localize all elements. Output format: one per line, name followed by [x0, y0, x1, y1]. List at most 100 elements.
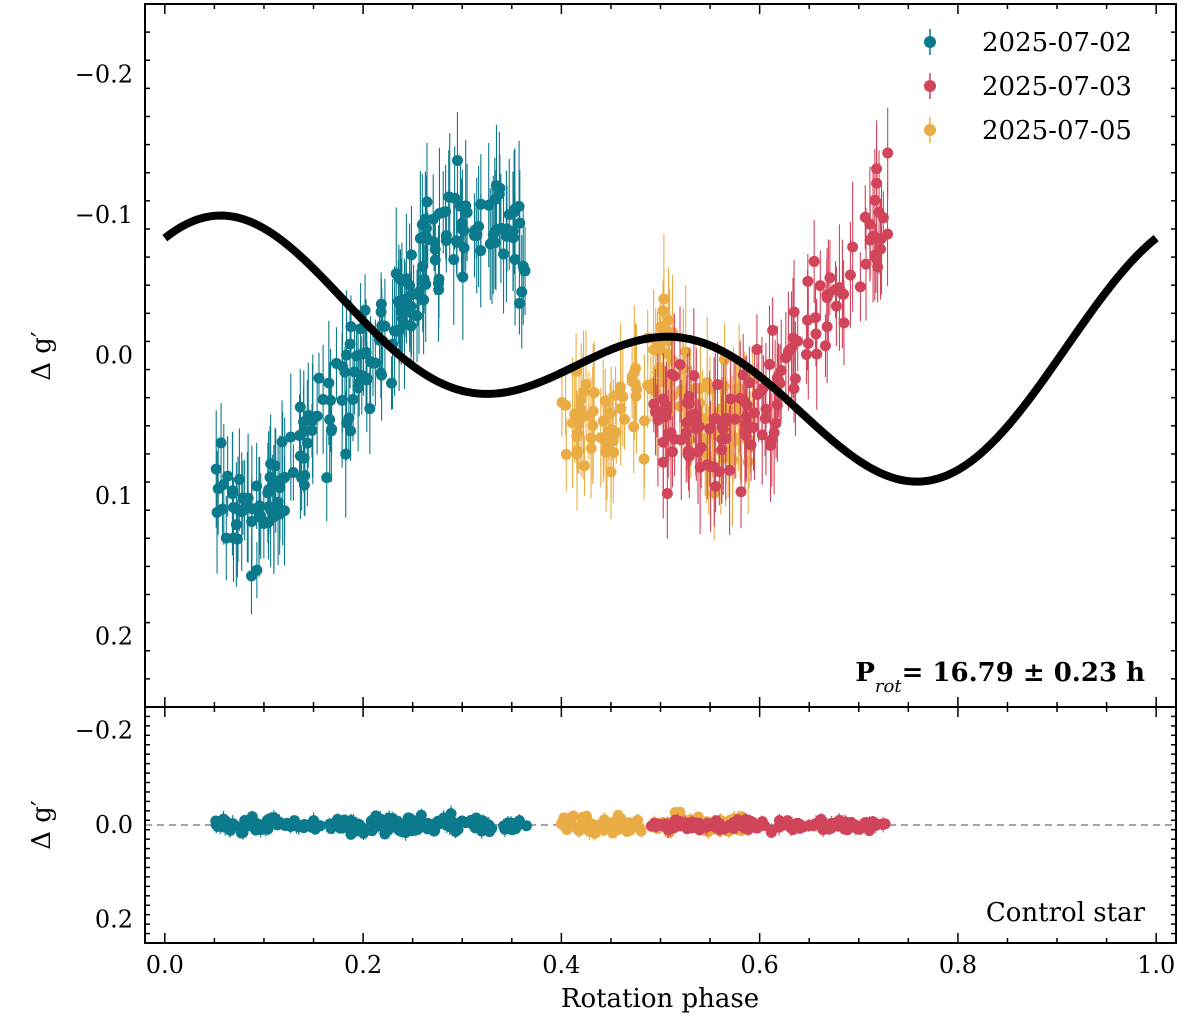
control-point-0-188: [229, 819, 241, 832]
data-point: [519, 265, 531, 277]
data-point: [765, 439, 777, 451]
data-point: [448, 253, 460, 265]
data-point: [662, 824, 674, 836]
data-point: [356, 369, 368, 381]
data-point: [502, 817, 514, 829]
top-point-1-83: [788, 259, 800, 364]
top-point-0-170: [343, 377, 355, 459]
top-point-1-132: [854, 252, 866, 322]
data-point: [737, 369, 749, 381]
data-point: [483, 199, 495, 211]
legend-marker-1: [924, 80, 936, 92]
legend-marker-2: [924, 124, 936, 136]
data-point: [661, 488, 673, 500]
data-point: [345, 321, 357, 333]
top-point-0-196: [351, 324, 363, 388]
data-point: [685, 820, 697, 832]
data-point: [227, 502, 239, 514]
data-point: [775, 364, 787, 376]
data-point: [380, 814, 392, 826]
control-point-0-190: [422, 817, 434, 829]
data-point: [516, 286, 528, 298]
top-point-0-31: [278, 455, 290, 566]
top-point-0-166: [237, 460, 249, 536]
top-point-1-86: [657, 406, 669, 519]
top-point-1-115: [717, 364, 729, 495]
data-point: [876, 232, 888, 244]
top-point-1-93: [712, 341, 724, 428]
top-point-0-202: [317, 344, 329, 455]
data-point: [445, 808, 457, 820]
data-point: [694, 461, 706, 473]
data-point: [695, 441, 707, 453]
top-point-1-119: [844, 222, 856, 328]
control-point-0-186: [447, 816, 459, 828]
data-point: [724, 464, 736, 476]
y-tick-label: 0.2: [95, 623, 133, 651]
data-point: [770, 417, 782, 429]
data-point: [600, 821, 612, 833]
top-point-0-122: [211, 450, 223, 574]
data-point: [447, 816, 459, 828]
data-point: [585, 432, 597, 444]
top-data-points: [210, 107, 894, 615]
control-point-0-169: [486, 820, 498, 837]
top-point-0-78: [251, 542, 263, 599]
y-tick-label: 0.1: [95, 482, 133, 510]
period-subscript: rot: [875, 676, 902, 697]
legend-marker-0: [924, 36, 936, 48]
control-point-1-130: [697, 822, 709, 834]
top-point-0-33: [285, 373, 297, 501]
top-point-1-122: [680, 383, 692, 483]
data-point: [693, 421, 705, 433]
x-tick-label: 0.8: [939, 951, 977, 979]
top-point-1-113: [729, 359, 741, 479]
top-point-0-197: [294, 392, 306, 519]
top-point-1-85: [770, 388, 782, 458]
data-point: [729, 413, 741, 425]
data-point: [871, 177, 883, 189]
control-point-2-138: [557, 814, 569, 828]
control-point-1-126: [662, 821, 674, 839]
data-point: [222, 470, 234, 482]
control-point-1-138: [858, 816, 870, 832]
data-point: [579, 818, 591, 830]
data-point: [412, 289, 424, 301]
data-point: [578, 460, 590, 472]
legend-entry-2: 2025-07-05: [924, 116, 1132, 146]
top-point-0-148: [375, 347, 387, 399]
data-point: [422, 817, 434, 829]
control-point-0-177: [402, 812, 414, 824]
data-point: [727, 819, 739, 831]
data-point: [398, 318, 410, 330]
data-point: [674, 359, 686, 371]
data-point: [665, 427, 677, 439]
top-point-0-188: [507, 171, 519, 292]
top-point-0-208: [493, 131, 505, 257]
top-point-1-130: [763, 305, 775, 424]
top-point-1-39: [765, 388, 777, 503]
data-point: [697, 822, 709, 834]
top-point-0-143: [287, 444, 299, 501]
legend-label-0: 2025-07-02: [982, 28, 1132, 58]
data-point: [375, 298, 387, 310]
top-point-0-79: [294, 394, 306, 477]
top-point-0-97: [375, 278, 387, 330]
bottom-data-points: [210, 805, 891, 841]
data-point: [802, 337, 814, 349]
x-tick-label: 1.0: [1137, 951, 1175, 979]
data-point: [294, 429, 306, 441]
data-point: [645, 820, 657, 832]
data-point: [875, 243, 887, 255]
data-point: [734, 392, 746, 404]
top-point-1-123: [800, 324, 812, 385]
data-point: [739, 426, 751, 438]
data-point: [735, 486, 747, 498]
control-point-0-173: [306, 821, 318, 833]
top-point-0-201: [417, 200, 429, 332]
data-point: [429, 243, 441, 255]
control-point-1-113: [803, 819, 815, 832]
data-point: [829, 817, 841, 829]
top-point-1-139: [651, 384, 663, 438]
bottom-axes-frame: [144, 706, 1177, 944]
